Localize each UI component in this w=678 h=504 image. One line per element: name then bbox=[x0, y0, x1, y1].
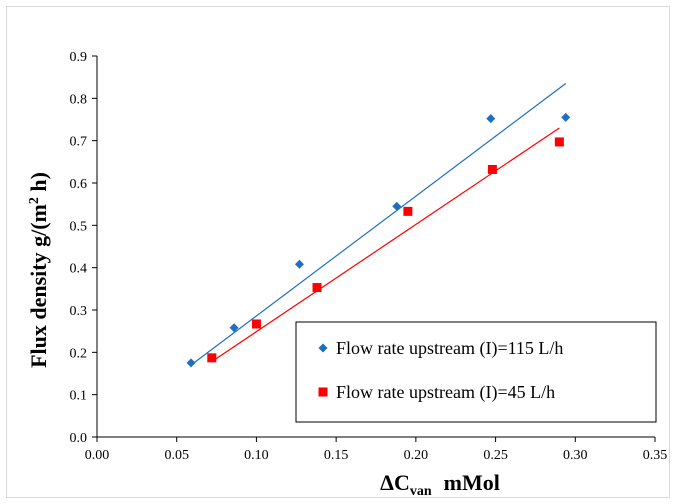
axes: 0.00 0.05 0.10 0.15 0.20 0.25 0.30 0.35 0.0 0.1 0.… bbox=[70, 50, 668, 463]
legend-marker-square bbox=[318, 387, 328, 397]
y-tick-label: 0.6 bbox=[70, 177, 88, 192]
data-point-diamond bbox=[486, 114, 496, 124]
y-tick-label: 0.9 bbox=[70, 50, 88, 65]
trendline-series-1 bbox=[211, 127, 560, 363]
legend-label-115: Flow rate upstream (I)=115 L/h bbox=[336, 338, 563, 359]
y-tick-label: 0.8 bbox=[70, 92, 88, 107]
x-axis-title: ΔCvan mMol bbox=[380, 470, 500, 499]
x-tick-label: 0.35 bbox=[643, 448, 668, 463]
y-tick-label: 0.0 bbox=[70, 431, 88, 446]
x-tick-label: 0.15 bbox=[324, 448, 349, 463]
data-point-square bbox=[487, 164, 497, 174]
y-tick-label: 0.5 bbox=[70, 219, 88, 234]
y-tick-label: 0.7 bbox=[70, 135, 88, 150]
data-point-diamond bbox=[294, 259, 304, 269]
legend-box bbox=[295, 321, 657, 423]
data-point-square bbox=[312, 283, 322, 293]
x-tick-label: 0.00 bbox=[85, 448, 110, 463]
y-tick-label: 0.1 bbox=[70, 389, 88, 404]
legend-marker-diamond bbox=[318, 343, 328, 353]
data-point-diamond bbox=[561, 112, 571, 122]
data-point-diamond bbox=[186, 358, 196, 368]
data-point-diamond bbox=[229, 323, 239, 333]
x-tick-label: 0.25 bbox=[483, 448, 508, 463]
y-tick-label: 0.4 bbox=[70, 262, 88, 277]
legend-entry-45: Flow rate upstream (I)=45 L/h bbox=[318, 382, 555, 403]
legend-label-45: Flow rate upstream (I)=45 L/h bbox=[336, 382, 555, 403]
data-point-diamond bbox=[392, 201, 402, 211]
x-tick-label: 0.10 bbox=[244, 448, 269, 463]
y-tick-label: 0.3 bbox=[70, 304, 88, 319]
data-point-square bbox=[403, 206, 413, 216]
data-point-square bbox=[554, 137, 564, 147]
x-tick-label: 0.05 bbox=[164, 448, 189, 463]
legend-entry-115: Flow rate upstream (I)=115 L/h bbox=[318, 338, 563, 359]
y-axis-title: Flux density g/(m2 h) bbox=[26, 172, 51, 368]
legend: Flow rate upstream (I)=115 L/h Flow rate… bbox=[295, 321, 657, 423]
trendlines bbox=[190, 83, 567, 366]
x-tick-label: 0.30 bbox=[563, 448, 588, 463]
x-tick-label: 0.20 bbox=[404, 448, 429, 463]
data-point-square bbox=[251, 319, 261, 329]
data-point-square bbox=[207, 353, 217, 363]
y-tick-label: 0.2 bbox=[70, 346, 88, 361]
trendline-series-0 bbox=[190, 83, 567, 366]
data-points bbox=[186, 112, 571, 368]
